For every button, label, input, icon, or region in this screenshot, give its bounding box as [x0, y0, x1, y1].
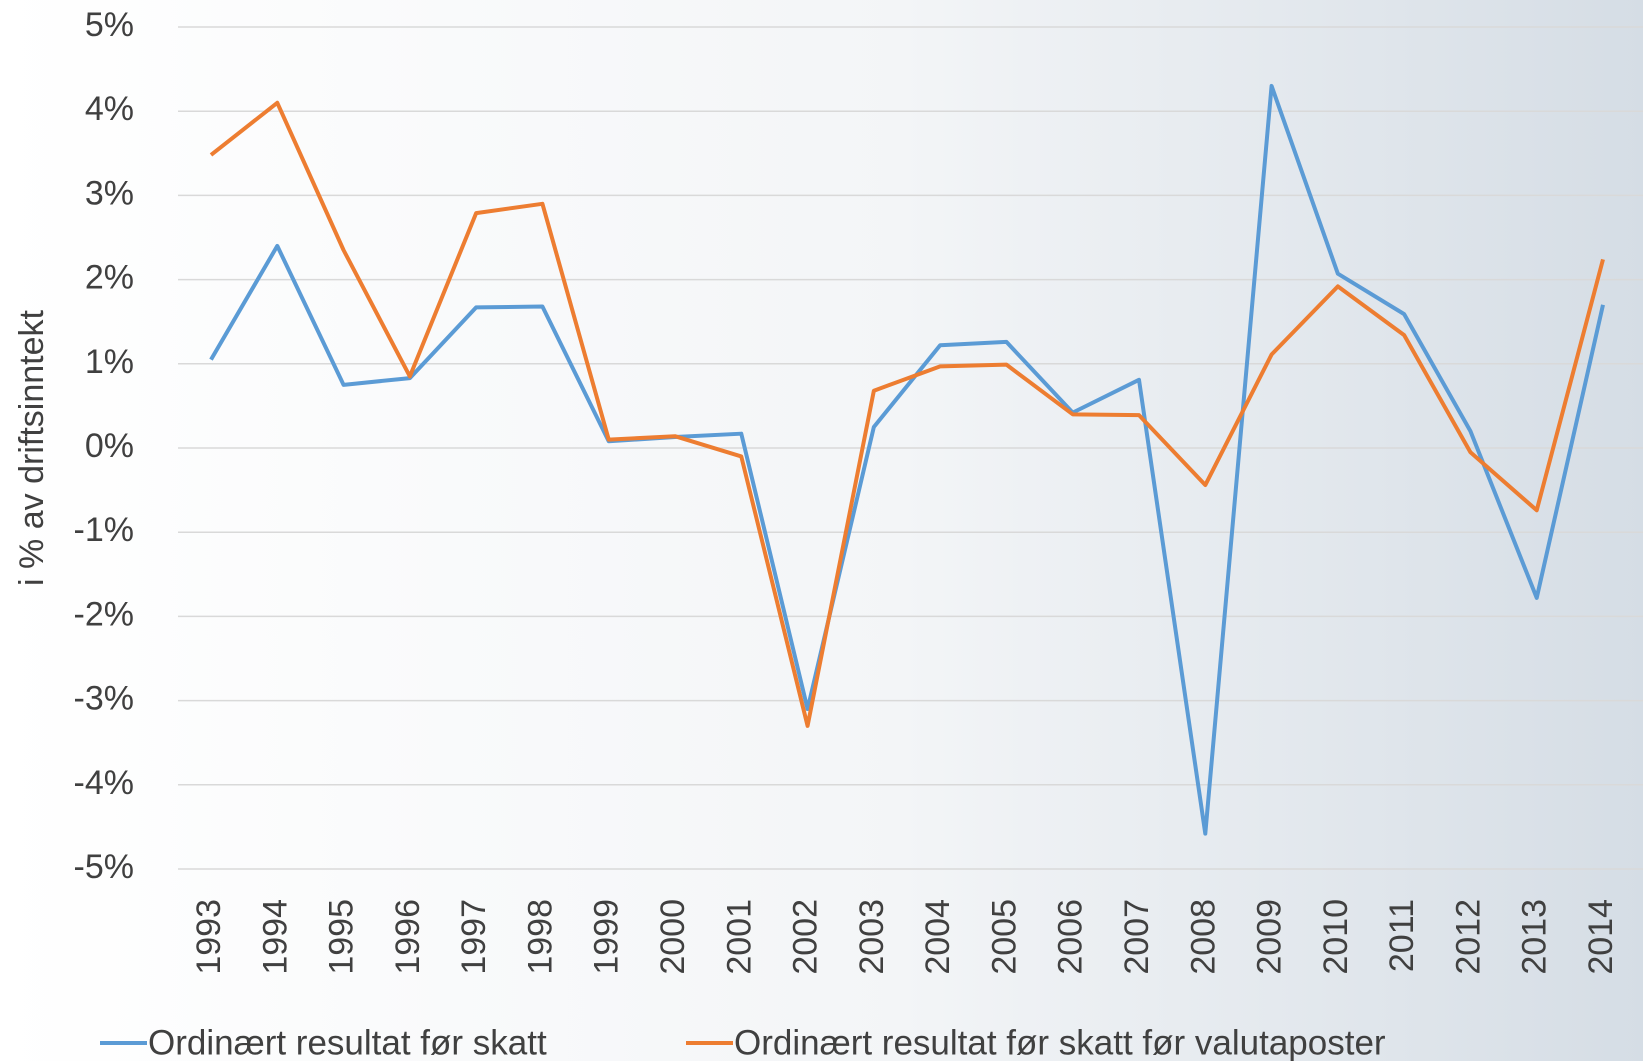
x-tick-label: 1996: [389, 899, 427, 975]
y-tick-label: -3%: [74, 680, 134, 718]
x-tick-label: 2011: [1383, 899, 1421, 972]
y-tick-label: -1%: [74, 511, 134, 549]
x-tick-label: 2014: [1582, 899, 1620, 975]
x-tick-label: 2010: [1317, 899, 1355, 975]
y-tick-label: 2%: [85, 259, 134, 297]
x-tick-label: 2004: [919, 899, 957, 975]
x-tick-label: 2007: [1118, 899, 1156, 975]
y-tick-label: -2%: [74, 595, 134, 633]
x-tick-label: 1994: [256, 899, 294, 975]
x-tick-label: 1993: [190, 899, 228, 975]
y-tick-label: 1%: [85, 343, 134, 381]
x-tick-label: 2000: [654, 899, 692, 975]
series-line: [209, 100, 1605, 728]
x-tick-label: 2003: [853, 899, 891, 975]
x-tick-label: 1999: [588, 899, 626, 975]
x-tick-label: 2002: [787, 899, 825, 975]
series-line: [209, 83, 1605, 836]
y-axis-label: i % av driftsinntekt: [13, 310, 51, 586]
legend-label: Ordinært resultat før skatt før valutapo…: [734, 1023, 1386, 1061]
x-tick-label: 2006: [1052, 899, 1090, 975]
x-tick-label: 2009: [1251, 899, 1289, 975]
x-tick-label: 1995: [323, 899, 361, 975]
x-tick-label: 2005: [985, 899, 1023, 975]
x-tick-label: 2001: [720, 899, 758, 975]
y-tick-label: -4%: [74, 764, 134, 802]
x-tick-label: 2008: [1184, 899, 1222, 975]
x-tick-label: 1997: [455, 899, 493, 975]
y-tick-label: 4%: [85, 90, 134, 128]
y-tick-label: -5%: [74, 848, 134, 886]
y-tick-label: 0%: [85, 427, 134, 465]
y-tick-label: 5%: [85, 6, 134, 44]
legend-label: Ordinært resultat før skatt: [148, 1023, 547, 1061]
y-tick-label: 3%: [85, 174, 134, 212]
x-tick-label: 2013: [1516, 899, 1554, 975]
x-tick-label: 1998: [521, 899, 559, 975]
x-tick-label: 2012: [1449, 899, 1487, 975]
